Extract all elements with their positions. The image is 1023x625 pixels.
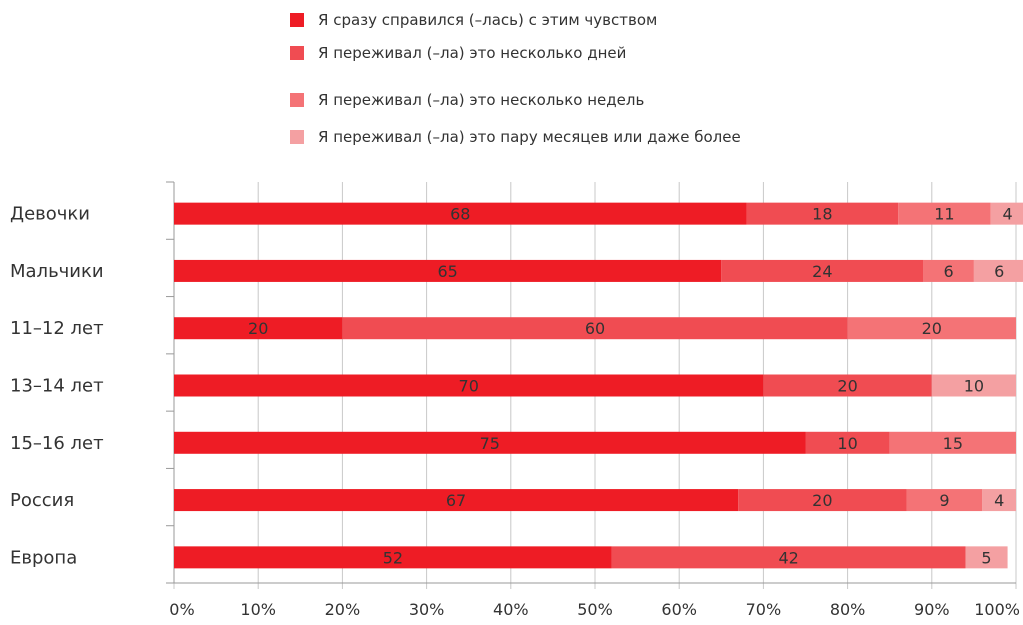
- x-tick-label: 20%: [325, 600, 361, 619]
- x-tick-label: 90%: [914, 600, 950, 619]
- bar-segment: [174, 546, 612, 569]
- bar-segment: [738, 489, 907, 512]
- x-tick-label: 80%: [830, 600, 866, 619]
- bar-segment: [923, 259, 974, 282]
- bar-segment: [174, 317, 343, 340]
- data-label: 9: [939, 491, 949, 510]
- bar-segment: [973, 259, 1023, 282]
- x-tick-label: 50%: [577, 600, 613, 619]
- legend-swatch-2: [290, 46, 304, 60]
- bar-segment: [965, 546, 1008, 569]
- data-label: 6: [944, 262, 954, 281]
- data-label: 15: [943, 434, 963, 453]
- legend-label-2: Я переживал (–ла) это несколько дней: [318, 44, 627, 62]
- legend-label-4: Я переживал (–ла) это пару месяцев или д…: [318, 128, 741, 146]
- x-tick-label: 100%: [974, 600, 1020, 619]
- legend-label-1: Я сразу справился (–лась) с этим чувство…: [318, 11, 658, 29]
- category-label: 13–14 лет: [10, 376, 104, 397]
- bar-segment: [990, 202, 1023, 225]
- bar-segment: [746, 202, 899, 225]
- bar-segment: [763, 374, 932, 397]
- bar-segment: [174, 202, 747, 225]
- bar-segment: [847, 317, 1016, 340]
- data-label: 20: [837, 377, 857, 396]
- bar-segment: [982, 489, 1016, 512]
- bar-segment: [906, 489, 983, 512]
- data-label: 70: [459, 377, 479, 396]
- category-label: Европа: [10, 547, 77, 568]
- data-label: 10: [837, 434, 857, 453]
- bar-segment: [174, 431, 806, 454]
- data-label: 20: [922, 319, 942, 338]
- bar-segment: [342, 317, 848, 340]
- data-label: 24: [812, 262, 832, 281]
- bar-segment: [611, 546, 966, 569]
- data-label: 18: [812, 205, 832, 224]
- data-label: 67: [446, 491, 466, 510]
- category-label: 15–16 лет: [10, 433, 104, 454]
- category-label: Девочки: [10, 204, 90, 225]
- legend-swatch-3: [290, 93, 304, 107]
- category-label: 11–12 лет: [10, 318, 104, 339]
- bar-segment: [805, 431, 890, 454]
- x-tick-label: 70%: [746, 600, 782, 619]
- data-label: 4: [994, 491, 1004, 510]
- data-label: 10: [964, 377, 984, 396]
- data-label: 6: [994, 262, 1004, 281]
- data-label: 42: [778, 548, 798, 567]
- category-label: Мальчики: [10, 261, 104, 282]
- category-label: Россия: [10, 490, 74, 511]
- data-label: 65: [437, 262, 457, 281]
- x-tick-label: 60%: [661, 600, 697, 619]
- data-label: 52: [383, 548, 403, 567]
- data-label: 68: [450, 205, 470, 224]
- data-label: 75: [480, 434, 500, 453]
- legend-swatch-4: [290, 130, 304, 144]
- bar-segment: [721, 259, 924, 282]
- data-label: 5: [981, 548, 991, 567]
- x-tick-label: 0%: [169, 600, 194, 619]
- data-label: 20: [248, 319, 268, 338]
- x-tick-label: 40%: [493, 600, 529, 619]
- x-tick-label: 30%: [409, 600, 445, 619]
- bar-segment: [889, 431, 1016, 454]
- bar-segment: [174, 489, 739, 512]
- x-tick-label: 10%: [240, 600, 276, 619]
- bar-segment: [174, 374, 764, 397]
- data-label: 11: [934, 205, 954, 224]
- bar-segment: [931, 374, 1016, 397]
- data-label: 4: [1002, 205, 1012, 224]
- bar-segment: [898, 202, 991, 225]
- data-label: 60: [585, 319, 605, 338]
- data-label: 20: [812, 491, 832, 510]
- legend-label-3: Я переживал (–ла) это несколько недель: [318, 91, 645, 109]
- bar-segment: [174, 259, 722, 282]
- legend-swatch-1: [290, 13, 304, 27]
